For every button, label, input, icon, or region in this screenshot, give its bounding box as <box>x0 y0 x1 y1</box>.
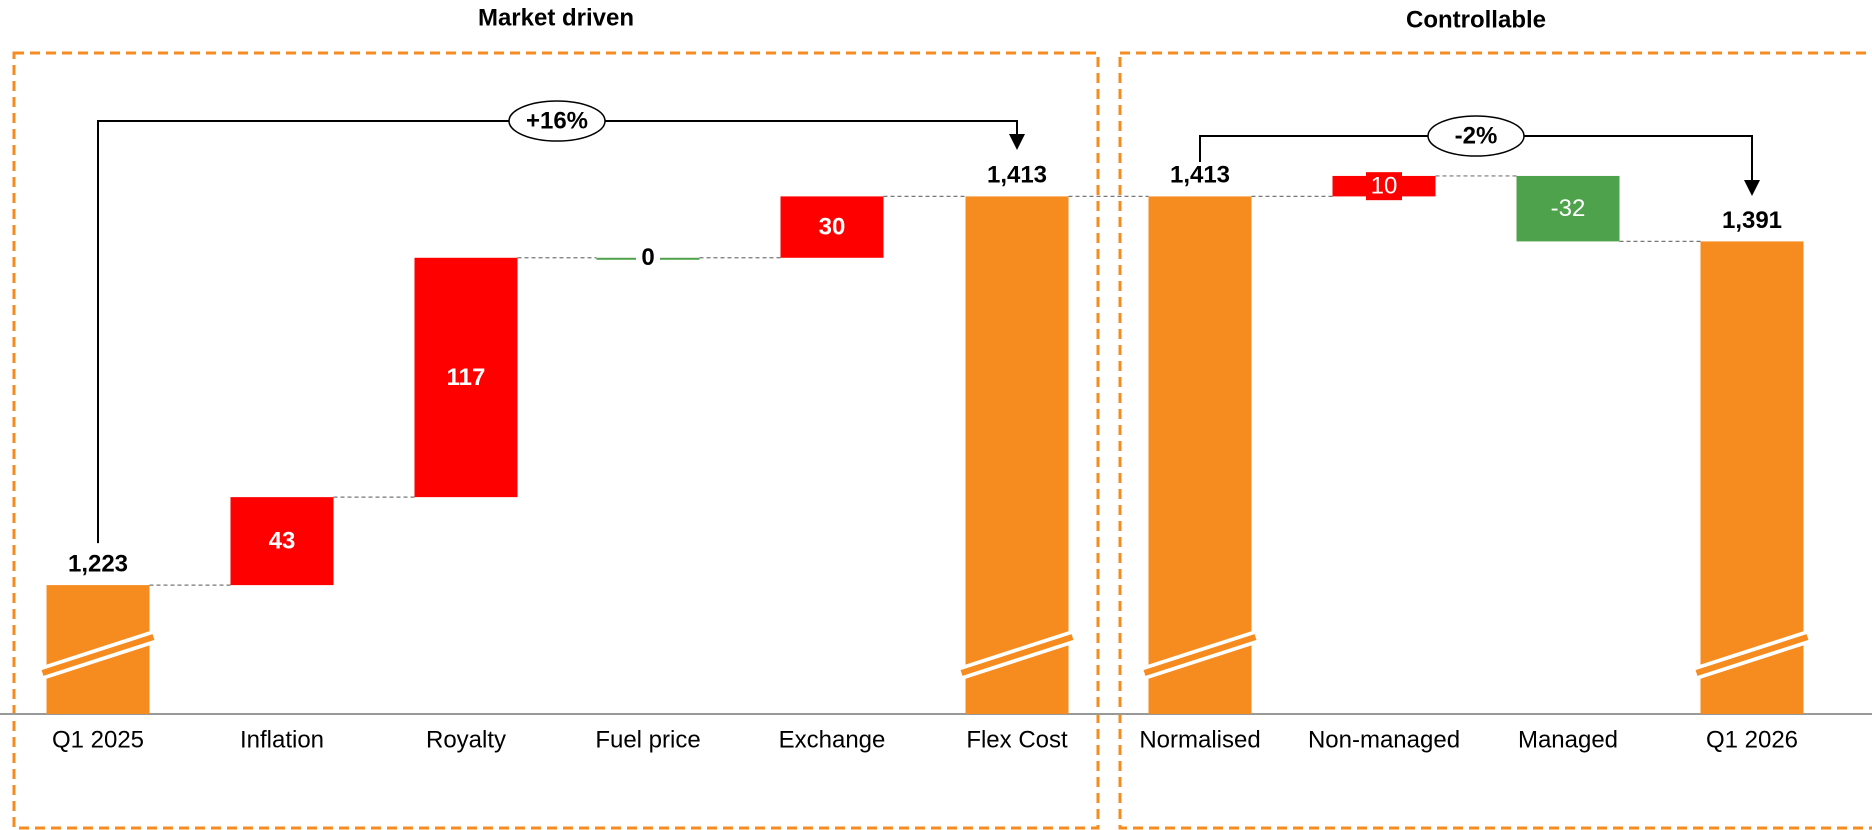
annotation-bubble <box>1427 115 1525 157</box>
bar <box>1148 196 1252 715</box>
break-mark <box>1143 630 1257 680</box>
group-label: Controllable <box>1406 6 1546 33</box>
bracket <box>97 120 1018 544</box>
value-label: 1,413 <box>1170 162 1230 189</box>
arrow-head <box>1009 134 1025 150</box>
x-tick-label: Fuel price <box>595 726 700 753</box>
bar <box>414 257 518 498</box>
value-label: 0 <box>641 244 654 271</box>
x-tick-label: Exchange <box>779 726 886 753</box>
group-box <box>12 51 1100 830</box>
value-label: -32 <box>1551 195 1586 222</box>
break-mark <box>1695 634 1809 676</box>
bar <box>780 196 884 258</box>
bar <box>965 196 1069 715</box>
value-label: 30 <box>819 213 846 240</box>
value-label: 117 <box>447 364 486 391</box>
break-mark <box>41 634 155 676</box>
x-tick-label: Q1 2025 <box>52 726 144 753</box>
break-mark <box>960 630 1074 680</box>
break-mark <box>960 634 1074 676</box>
x-tick-label: Managed <box>1518 726 1618 753</box>
value-label: 1,223 <box>68 550 128 577</box>
bar <box>1516 175 1620 242</box>
value-label: 43 <box>269 527 296 554</box>
x-tick-label: Inflation <box>240 726 324 753</box>
value-label: 1,391 <box>1722 207 1782 234</box>
x-tick-label: Q1 2026 <box>1706 726 1798 753</box>
break-mark <box>41 630 155 680</box>
break-mark <box>1143 634 1257 676</box>
bar <box>1700 241 1804 715</box>
annotation: -2% <box>1455 122 1498 149</box>
label-bg <box>636 244 660 271</box>
bar <box>230 497 334 586</box>
arrow-head <box>1744 180 1760 196</box>
value-label: 1,413 <box>987 162 1047 189</box>
group-label: Market driven <box>478 4 634 31</box>
label-bg <box>1366 172 1402 201</box>
break-mark <box>1695 630 1809 680</box>
x-tick-label: Royalty <box>426 726 506 753</box>
x-tick-label: Flex Cost <box>966 726 1068 753</box>
x-tick-label: Non-managed <box>1308 726 1460 753</box>
annotation-bubble <box>508 100 606 142</box>
value-label: 10 <box>1371 173 1398 200</box>
annotation: +16% <box>526 107 588 134</box>
x-tick-label: Normalised <box>1139 726 1260 753</box>
